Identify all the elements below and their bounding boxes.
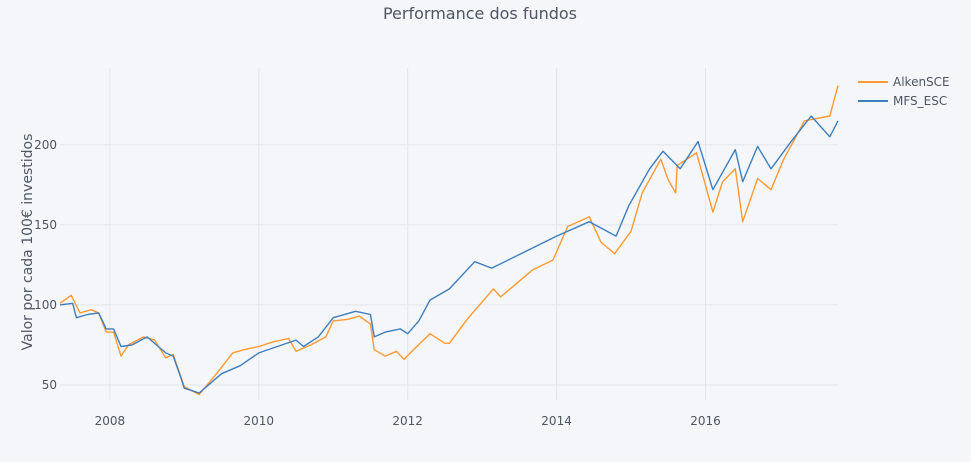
y-tick-label: 50 [42,378,57,392]
chart-title: Performance dos fundos [383,4,577,23]
legend-item-alkensce[interactable]: AlkenSCE [858,75,950,89]
x-tick-label: 2014 [541,414,572,428]
series-line-alkensce [59,85,839,396]
legend[interactable]: AlkenSCE MFS_ESC [858,75,950,108]
legend-label: MFS_ESC [893,94,947,108]
y-tick-label: 200 [34,138,57,152]
x-tick-label: 2012 [392,414,423,428]
x-tick-label: 2016 [690,414,721,428]
legend-item-mfs_esc[interactable]: MFS_ESC [858,94,947,108]
x-tick-label: 2008 [95,414,126,428]
legend-label: AlkenSCE [893,75,950,89]
grid [60,68,838,400]
y-tick-label: 150 [34,218,57,232]
x-tick-label: 2010 [244,414,275,428]
axis-ticks: 2008 2010 2012 2014 2016 50 100 150 200 [34,138,721,428]
series-line-mfs_esc [59,115,839,394]
y-axis-label: Valor por cada 100€ investidos [20,134,36,351]
y-tick-label: 100 [34,298,57,312]
series-lines [59,85,839,396]
